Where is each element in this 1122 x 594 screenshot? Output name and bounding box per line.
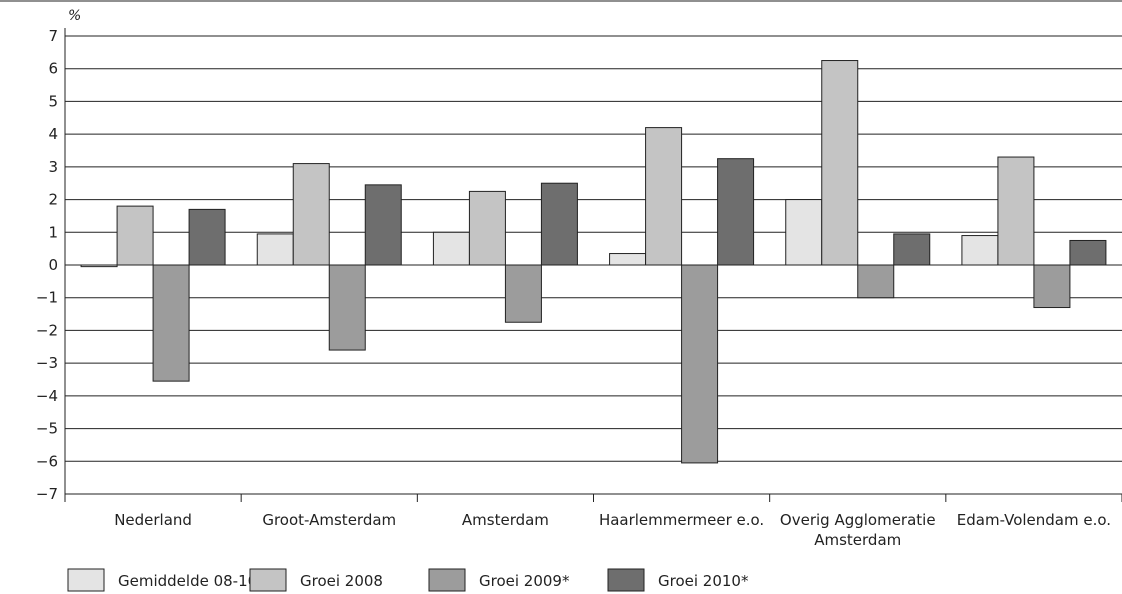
bar bbox=[364, 184, 402, 266]
gridlines bbox=[65, 35, 1122, 495]
x-category-label: Overig Agglomeratie bbox=[780, 511, 936, 529]
y-tick-label: 3 bbox=[48, 158, 58, 176]
legend-label: Groei 2010* bbox=[658, 572, 749, 590]
y-tick-label: 4 bbox=[48, 125, 58, 143]
bar bbox=[328, 264, 366, 351]
bar bbox=[717, 158, 755, 266]
bar bbox=[188, 208, 226, 266]
y-tick-label: 6 bbox=[48, 60, 58, 78]
bar bbox=[857, 264, 895, 299]
legend-swatch bbox=[428, 568, 466, 592]
legend-label: Groei 2009* bbox=[479, 572, 570, 590]
y-tick-label: 7 bbox=[48, 27, 58, 45]
bar bbox=[821, 60, 859, 266]
bar bbox=[1033, 264, 1071, 309]
legend-swatch bbox=[607, 568, 645, 592]
x-category-label: Haarlemmermeer e.o. bbox=[599, 511, 764, 529]
legend: Gemiddelde 08-10 Groei 2008 Groei 2009* Gro… bbox=[67, 568, 749, 592]
y-tick-label: −1 bbox=[36, 289, 58, 307]
bar bbox=[256, 233, 294, 266]
legend-label: Gemiddelde 08-10 bbox=[118, 572, 257, 590]
y-axis-ticks: 7 6 5 4 3 2 1 0 −1 −2 −3 −4 −5 −6 −7 bbox=[36, 27, 58, 503]
y-tick-label: −2 bbox=[36, 321, 58, 339]
bar bbox=[645, 127, 683, 266]
x-category-label: Groot-Amsterdam bbox=[262, 511, 396, 529]
bar bbox=[540, 182, 578, 266]
y-tick-label: 0 bbox=[48, 256, 58, 274]
bar bbox=[961, 235, 999, 266]
legend-swatch bbox=[249, 568, 287, 592]
x-category-label: Amsterdam bbox=[814, 531, 901, 549]
x-category-label: Amsterdam bbox=[462, 511, 549, 529]
x-axis-categories: Nederland Groot-Amsterdam Amsterdam Haarlem… bbox=[114, 511, 1111, 549]
y-tick-label: 1 bbox=[48, 223, 58, 241]
bar bbox=[785, 199, 823, 266]
y-tick-label: 5 bbox=[48, 92, 58, 110]
legend-swatch bbox=[67, 568, 105, 592]
bar bbox=[504, 264, 542, 323]
bar bbox=[609, 253, 647, 266]
bar bbox=[1069, 239, 1107, 266]
bar bbox=[116, 205, 154, 266]
y-tick-label: −3 bbox=[36, 354, 58, 372]
x-category-label: Edam-Volendam e.o. bbox=[957, 511, 1111, 529]
axes bbox=[64, 28, 1122, 502]
bar bbox=[468, 190, 506, 266]
y-tick-label: −7 bbox=[36, 485, 58, 503]
bar bbox=[681, 264, 719, 464]
bar bbox=[292, 163, 330, 266]
y-tick-label: −4 bbox=[36, 387, 58, 405]
bar bbox=[997, 156, 1035, 266]
y-tick-label: 2 bbox=[48, 191, 58, 209]
bars bbox=[80, 60, 1107, 464]
y-tick-label: −5 bbox=[36, 420, 58, 438]
bar bbox=[432, 231, 470, 266]
bar bbox=[893, 233, 931, 266]
bar bbox=[152, 264, 190, 382]
unit-label: % bbox=[68, 8, 81, 24]
y-tick-label: −6 bbox=[36, 452, 58, 470]
legend-label: Groei 2008 bbox=[300, 572, 383, 590]
x-category-label: Nederland bbox=[114, 511, 192, 529]
